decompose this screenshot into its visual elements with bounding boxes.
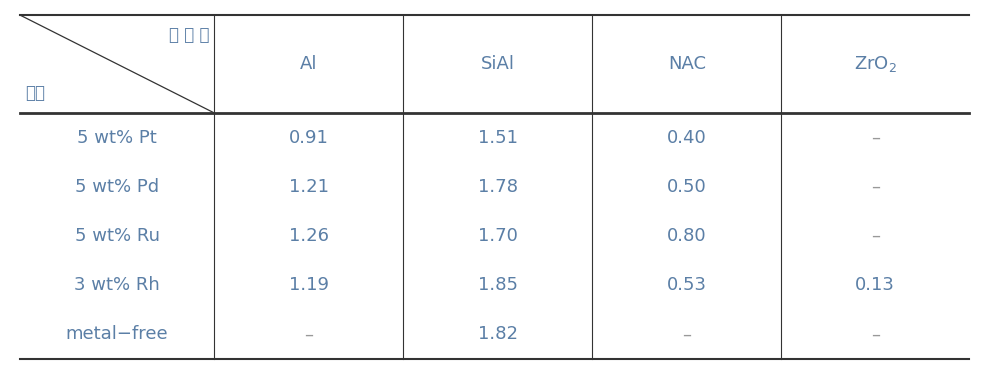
Text: 1.26: 1.26: [289, 227, 329, 245]
Text: ZrO$_2$: ZrO$_2$: [854, 54, 897, 74]
Text: 1.21: 1.21: [289, 178, 329, 196]
Text: 0.13: 0.13: [855, 276, 895, 294]
Text: 금속: 금속: [25, 84, 45, 102]
Text: 1.51: 1.51: [478, 129, 518, 147]
Text: 3 wt% Rh: 3 wt% Rh: [74, 276, 160, 294]
Text: 1.19: 1.19: [289, 276, 329, 294]
Text: NAC: NAC: [668, 55, 706, 73]
Text: 1.70: 1.70: [478, 227, 518, 245]
Text: 0.50: 0.50: [667, 178, 706, 196]
Text: metal−free: metal−free: [66, 325, 168, 343]
Text: –: –: [870, 227, 880, 245]
Text: 0.40: 0.40: [667, 129, 706, 147]
Text: 5 wt% Pt: 5 wt% Pt: [77, 129, 157, 147]
Text: –: –: [682, 325, 691, 343]
Text: 1.78: 1.78: [478, 178, 518, 196]
Text: 0.91: 0.91: [289, 129, 328, 147]
Text: –: –: [870, 325, 880, 343]
Text: 0.53: 0.53: [667, 276, 707, 294]
Text: –: –: [870, 178, 880, 196]
Text: 1.85: 1.85: [478, 276, 518, 294]
Text: 1.82: 1.82: [478, 325, 518, 343]
Text: 0.80: 0.80: [667, 227, 706, 245]
Text: –: –: [305, 325, 314, 343]
Text: Al: Al: [300, 55, 317, 73]
Text: 5 wt% Pd: 5 wt% Pd: [75, 178, 159, 196]
Text: SiAl: SiAl: [481, 55, 515, 73]
Text: 5 wt% Ru: 5 wt% Ru: [74, 227, 159, 245]
Text: 지 지 체: 지 지 체: [169, 26, 210, 44]
Text: –: –: [870, 129, 880, 147]
